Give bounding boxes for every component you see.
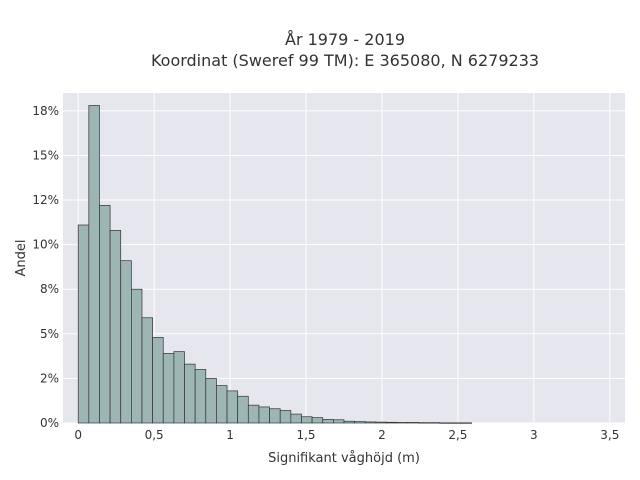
x-tick-label-5: 2,5: [448, 428, 467, 442]
histogram-bar-35: [449, 422, 462, 424]
x-tick-label-6: 3: [530, 428, 538, 442]
histogram-bar-0: [77, 224, 90, 424]
chart-title-line-2: Koordinat (Sweref 99 TM): E 365080, N 62…: [151, 51, 539, 70]
histogram-bar-7: [152, 337, 164, 424]
histogram-bar-16: [247, 404, 260, 424]
histogram-bar-21: [301, 416, 313, 424]
y-tick-label-7: 18%: [32, 104, 59, 118]
histogram-bar-1: [88, 105, 100, 424]
histogram-bar-28: [375, 421, 387, 424]
histogram-bar-4: [120, 260, 132, 424]
histogram-bar-30: [396, 422, 409, 424]
x-axis-label: Signifikant våghöjd (m): [268, 451, 420, 466]
histogram-bar-15: [237, 395, 249, 424]
histogram-bar-29: [386, 421, 398, 424]
histogram-bar-12: [205, 378, 217, 424]
histogram-bar-2: [99, 205, 111, 424]
histogram-bar-6: [141, 317, 153, 424]
histogram-bar-31: [407, 422, 419, 424]
histogram-bar-11: [194, 369, 207, 424]
histogram-bar-20: [290, 413, 302, 424]
y-tick-labels: 0% 2% 5% 8% 10% 12% 15% 18%: [32, 104, 59, 430]
histogram-bar-24: [333, 419, 345, 424]
x-tick-label-0: 0: [74, 428, 82, 442]
histogram-bar-32: [418, 422, 430, 424]
histogram-bar-10: [184, 363, 196, 424]
histogram-bar-33: [428, 422, 441, 424]
x-tick-label-7: 3,5: [600, 428, 619, 442]
y-axis-label: Andel: [14, 240, 29, 277]
y-tick-label-3: 8%: [40, 282, 59, 296]
x-tick-label-2: 1: [226, 428, 234, 442]
y-tick-label-6: 15%: [32, 148, 59, 162]
histogram-bar-19: [279, 410, 292, 424]
y-tick-label-4: 10%: [32, 238, 59, 252]
histogram-bar-8: [162, 353, 175, 424]
histogram-bar-13: [216, 385, 228, 424]
y-tick-label-2: 5%: [40, 327, 59, 341]
histogram-bar-3: [109, 230, 122, 424]
chart-title-line-1: År 1979 - 2019: [285, 30, 405, 49]
histogram-bar-18: [269, 408, 281, 424]
bars: [77, 105, 472, 424]
histogram-bar-25: [343, 420, 355, 424]
histogram-bar-36: [460, 422, 472, 424]
x-tick-label-4: 2: [378, 428, 386, 442]
histogram-bar-26: [354, 421, 366, 424]
x-tick-labels: 0 0,5 1 1,5 2 2,5 3 3,5: [74, 428, 619, 442]
histogram-bar-22: [311, 417, 324, 424]
histogram-bar-23: [322, 419, 334, 424]
y-tick-label-0: 0%: [40, 416, 59, 430]
x-tick-label-1: 0,5: [145, 428, 164, 442]
histogram-bar-9: [173, 351, 185, 424]
histogram-bar-34: [439, 422, 451, 424]
histogram-bar-17: [258, 406, 270, 424]
histogram-bar-14: [226, 390, 239, 424]
y-tick-label-1: 2%: [40, 371, 59, 385]
x-tick-label-3: 1,5: [296, 428, 315, 442]
y-tick-label-5: 12%: [32, 193, 59, 207]
histogram-bar-27: [364, 421, 377, 424]
histogram-bar-5: [131, 288, 143, 424]
